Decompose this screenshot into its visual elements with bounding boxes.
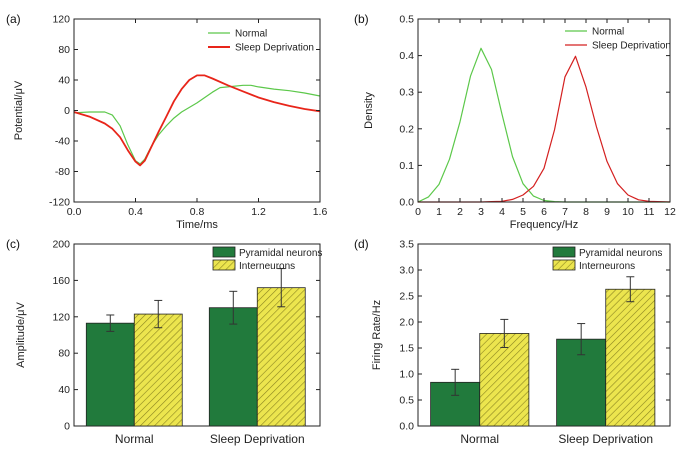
y-tick-label: 160 (52, 275, 70, 287)
y-tick-label: 80 (58, 348, 70, 360)
bar-interneurons-sleep-deprivation (606, 289, 655, 426)
x-tick-label: 1 (436, 206, 442, 218)
y-tick-label: 0.5 (399, 395, 414, 407)
legend-label: Interneurons (579, 261, 635, 272)
y-tick-label: 0.3 (399, 87, 414, 99)
y-tick-label: 2.5 (399, 291, 414, 303)
y-tick-label: 0.0 (399, 421, 414, 433)
y-tick-label: 0.0 (399, 197, 414, 209)
panel-label: (a) (6, 12, 21, 26)
panel-label: (b) (354, 12, 369, 26)
x-tick-label: 1.2 (251, 206, 266, 218)
legend-swatch (213, 260, 235, 270)
y-tick-label: 0.5 (399, 14, 414, 26)
y-tick-label: 2.0 (399, 317, 414, 329)
x-tick-label: 11 (644, 206, 655, 218)
legend-swatch (553, 260, 575, 270)
x-tick-label: 0.4 (128, 206, 143, 218)
y-tick-label: 80 (58, 44, 70, 56)
legend-swatch (213, 247, 235, 257)
bar-pyramidal-neurons-sleep-deprivation (209, 308, 257, 426)
x-axis-label: Time/ms (176, 219, 218, 231)
x-tick-label: 0.8 (190, 206, 205, 218)
x-tick-label: 8 (583, 206, 589, 218)
series-line-normal (74, 85, 320, 164)
x-tick-label: 5 (520, 206, 526, 218)
panel-label: (d) (354, 237, 369, 251)
x-tick-label: 9 (604, 206, 610, 218)
figure: (a)0.0 0.4 0.8 1.2 1.6Time/ms-120-80-4004080… (0, 0, 696, 452)
x-category-label: Normal (460, 432, 499, 446)
x-tick-label: 1.6 (313, 206, 328, 218)
y-tick-label: 120 (52, 311, 70, 323)
y-tick-label: 0.4 (399, 50, 414, 62)
x-category-label: Normal (115, 432, 154, 446)
panel-a: (a)0.0 0.4 0.8 1.2 1.6Time/ms-120-80-4004080… (6, 12, 327, 231)
x-tick-label: 10 (622, 206, 634, 218)
y-tick-label: 3.5 (399, 239, 414, 251)
panel-c: (c) Normal Sleep Deprivation 0 40 80 120 160 200… (6, 237, 322, 446)
legend-label: Normal (235, 29, 267, 40)
y-tick-label: 40 (58, 384, 70, 396)
y-tick-label: 1.0 (399, 369, 414, 381)
legend-label: Interneurons (239, 261, 295, 272)
x-tick-label: 6 (541, 206, 547, 218)
x-tick-label: 2 (457, 206, 463, 218)
x-tick-label: 12 (664, 206, 676, 218)
y-tick-label: 0.2 (399, 123, 414, 135)
y-axis-label: Amplitude/μV (15, 302, 27, 368)
x-category-label: Sleep Deprivation (210, 432, 305, 446)
bar-interneurons-sleep-deprivation (257, 288, 305, 426)
x-tick-label: 0 (415, 206, 421, 218)
y-tick-label: 200 (52, 239, 70, 251)
legend-label: Sleep Deprivation (235, 43, 314, 54)
legend-label: Pyramidal neurons (579, 248, 662, 259)
series-line-normal (418, 48, 670, 202)
x-axis-label: Frequency/Hz (510, 219, 578, 231)
y-tick-label: 120 (52, 14, 70, 26)
y-tick-label: -120 (49, 197, 70, 209)
y-axis-label: Potential/μV (13, 80, 25, 140)
legend-label: Normal (592, 27, 624, 38)
y-tick-label: 1.5 (399, 343, 414, 355)
panel-b: (b)0 1 2 3 4 5 6 7 8 9 10 11 12Frequency/Hz0.00.10.2… (354, 12, 676, 231)
y-tick-label: 3.0 (399, 265, 414, 277)
series-line-sleep-deprivation (74, 75, 320, 165)
y-tick-label: -80 (55, 166, 70, 178)
bar-interneurons-normal (134, 314, 182, 426)
y-axis-label: Density (363, 92, 375, 129)
y-tick-label: -40 (55, 136, 70, 148)
x-tick-label: 4 (499, 206, 505, 218)
y-tick-label: 40 (58, 75, 70, 87)
x-tick-label: 3 (478, 206, 484, 218)
panel-d: (d) Normal Sleep Deprivation 0.0 0.5 1.0 1.5 2.… (354, 237, 670, 446)
bar-pyramidal-neurons-normal (86, 323, 134, 426)
legend-label: Sleep Deprivation (592, 41, 671, 52)
x-category-label: Sleep Deprivation (558, 432, 653, 446)
y-tick-label: 0 (64, 421, 70, 433)
y-tick-label: 0 (64, 105, 70, 117)
y-tick-label: 0.1 (399, 160, 414, 172)
series-line-sleep-deprivation (418, 56, 670, 202)
y-axis-label: Firing Rate/Hz (371, 300, 383, 370)
x-tick-label: 7 (562, 206, 568, 218)
legend-label: Pyramidal neurons (239, 248, 322, 259)
panel-label: (c) (6, 237, 20, 251)
legend-swatch (553, 247, 575, 257)
